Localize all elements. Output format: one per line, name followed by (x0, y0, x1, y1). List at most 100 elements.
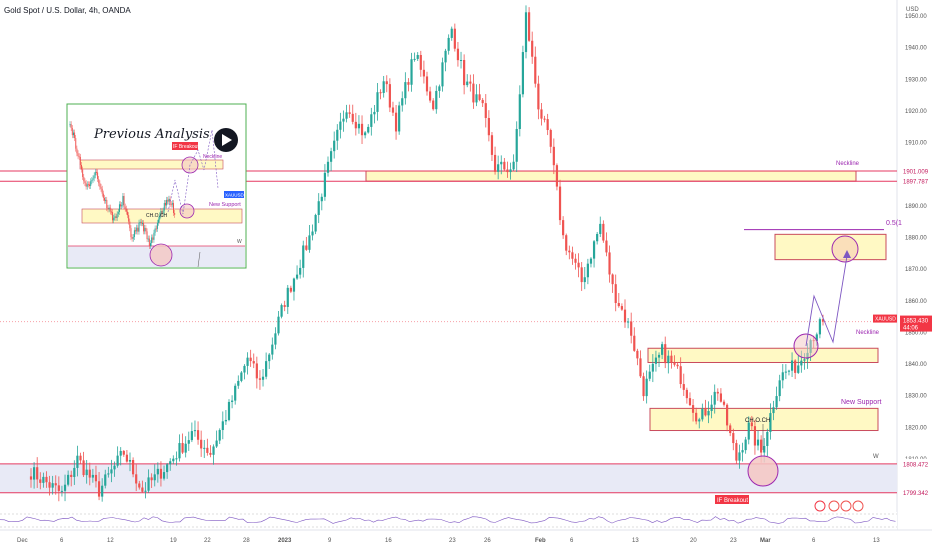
candle-body (713, 391, 716, 405)
candle-body (679, 366, 682, 385)
candle-body (568, 250, 571, 253)
x-tick-label: 22 (204, 538, 211, 544)
candle-body (670, 355, 673, 363)
current-price-tag-bg (900, 315, 932, 332)
candle-body (626, 321, 630, 323)
candle-body (128, 459, 132, 462)
candle-body (787, 370, 791, 372)
candle-body (463, 59, 466, 86)
candle-body (509, 169, 512, 173)
candle-body (531, 40, 534, 57)
y-tick-label: 1850.00 (905, 330, 927, 336)
candle-body (150, 477, 153, 481)
flag-icon[interactable] (840, 500, 852, 512)
candle-body (667, 355, 670, 364)
candle-body (781, 372, 784, 381)
candle-body (388, 84, 391, 108)
candle-body (735, 443, 738, 461)
candle-body (549, 130, 552, 147)
candle-body (698, 419, 701, 422)
candle-body (268, 354, 271, 362)
candle-body (376, 92, 379, 112)
candle-body (184, 443, 187, 453)
candle-body (729, 425, 732, 434)
candle-body (478, 94, 481, 100)
candle-body (125, 454, 129, 462)
candle-body (620, 306, 624, 310)
inset-breakout-tag-bg (172, 142, 198, 150)
candle-body (94, 474, 98, 482)
candle-body (234, 385, 237, 401)
candle-body (323, 172, 327, 197)
inset-neckline-zone (79, 159, 224, 170)
candle-body (63, 484, 67, 491)
candle-body (391, 107, 395, 113)
candle-body (206, 447, 209, 453)
inset-candle-body (145, 227, 147, 232)
candle-body (224, 419, 228, 422)
candle-body (432, 100, 435, 110)
inset-candle-body (138, 222, 140, 232)
chart-title: Gold Spot / U.S. Dollar, 4h, OANDA (4, 6, 131, 15)
candle-body (97, 481, 101, 497)
alert-icon[interactable] (814, 500, 826, 512)
candle-body (747, 422, 750, 440)
candle-body (394, 112, 398, 132)
flag-icon[interactable] (852, 500, 864, 512)
candle-body (546, 119, 549, 131)
candle-body (605, 240, 608, 253)
candle-body (472, 83, 475, 103)
inset-candle-body (86, 184, 88, 187)
inset-candle-body (148, 238, 150, 247)
inset-candle-body (84, 181, 86, 184)
inset-candle-body (143, 223, 145, 232)
candle-body (490, 135, 494, 155)
candle-body (441, 62, 444, 87)
candle-body (815, 334, 818, 341)
candle-body (562, 220, 565, 236)
new-support-label: New Support (841, 399, 882, 406)
level-tag-1897: 1897.787 (903, 180, 929, 186)
candle-body (725, 404, 729, 426)
candle-body (676, 364, 679, 367)
candle-body (753, 426, 757, 446)
candle-body (540, 109, 543, 119)
candle-body (308, 235, 311, 250)
inset-candle-body (155, 228, 157, 230)
w-pattern-circle (747, 455, 779, 487)
inset-candle-body (159, 215, 161, 220)
candle-body (657, 354, 661, 358)
neckline-zone-lower (647, 347, 879, 363)
inset-w-label: W (237, 239, 242, 245)
candle-body (162, 472, 166, 479)
if-breakout-label: IF Breakout (717, 498, 748, 504)
candle-body (258, 378, 262, 380)
candle-body (589, 258, 593, 264)
candle-body (778, 380, 781, 397)
candle-body (277, 316, 280, 334)
candle-body (654, 357, 658, 364)
inset-candle-body (94, 171, 96, 176)
candle-body (648, 371, 651, 379)
inset-candle-body (147, 238, 149, 240)
flag-icon[interactable] (828, 500, 840, 512)
candle-body (695, 412, 698, 422)
candle-body (249, 357, 252, 362)
inset-candle-body (132, 237, 134, 239)
candle-body (218, 430, 221, 441)
candle-body (333, 140, 336, 152)
candle-body (481, 99, 484, 104)
candle-body (326, 161, 330, 173)
candle-body (39, 479, 42, 483)
x-tick-label: 13 (632, 538, 639, 544)
candle-body (221, 421, 224, 431)
inset-candle-body (81, 165, 82, 170)
x-tick-label: 6 (60, 538, 64, 544)
candle-body (320, 196, 323, 202)
candle-body (608, 252, 611, 275)
candle-body (599, 223, 602, 234)
candle-body (255, 363, 258, 379)
candle-body (54, 483, 57, 486)
inset-candle-body (164, 203, 166, 206)
